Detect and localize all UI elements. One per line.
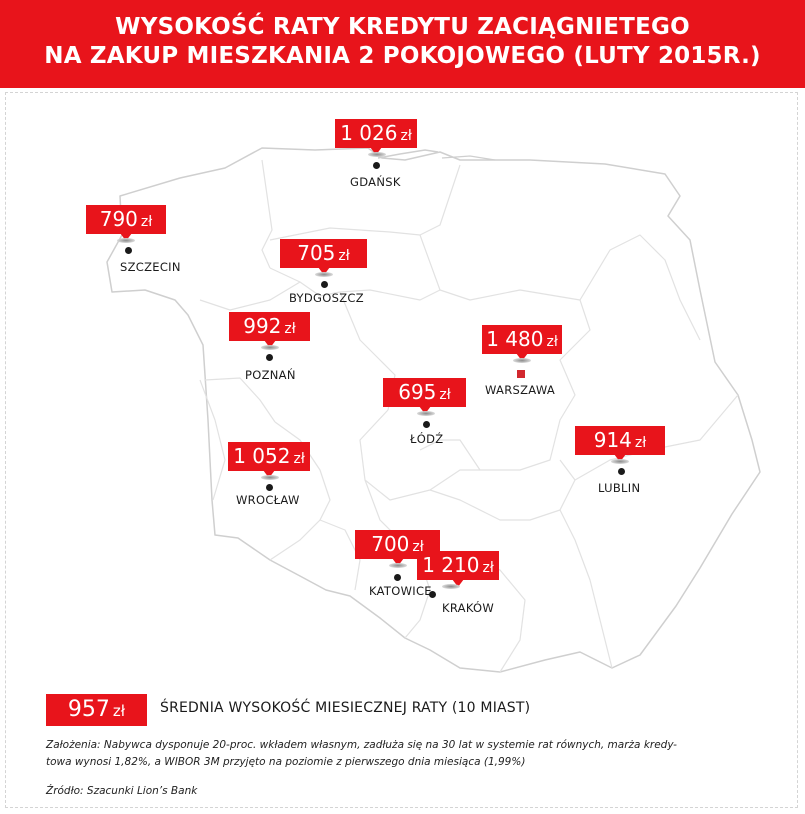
region-border-lodzkie — [359, 409, 480, 501]
price-value-lublin: 914 — [593, 428, 632, 452]
price-tag-lublin: 914 zł — [575, 426, 665, 462]
price-value-szczecin: 790 — [99, 207, 138, 231]
city-dot-katowice — [394, 574, 401, 581]
header-banner: WYSOKOŚĆ RATY KREDYTU ZACIĄGNIETEGO NA Z… — [0, 0, 805, 88]
price-unit-wroclaw: zł — [293, 451, 305, 467]
price-value-lodz: 695 — [398, 380, 437, 404]
capital-marker-warszawa — [517, 370, 525, 378]
region-border-lubuskie — [199, 379, 226, 501]
price-unit-lublin: zł — [634, 435, 647, 451]
city-label-bydgoszcz: BYDGOSZCZ — [289, 291, 364, 305]
city-dot-wroclaw — [266, 484, 273, 491]
price-unit-katowice: zł — [412, 539, 424, 555]
marker-shadow-szczecin — [117, 238, 135, 243]
assumptions-note: Założenia: Nabywca dysponuje 20-proc. wk… — [46, 737, 766, 771]
city-dot-lublin — [618, 468, 625, 475]
price-unit-szczecin: zł — [140, 214, 153, 230]
price-tag-wroclaw: 1 052 zł — [228, 442, 310, 478]
price-tag-krakow: 1 210 zł — [417, 551, 499, 587]
marker-shadow-poznan — [261, 345, 279, 350]
city-label-krakow: KRAKÓW — [442, 601, 495, 615]
city-label-lublin: LUBLIN — [598, 481, 641, 495]
price-tag-poznan: 992 zł — [229, 312, 310, 348]
price-tag-bydgoszcz: 705 zł — [280, 239, 367, 275]
marker-shadow-lodz — [417, 411, 435, 416]
assumptions-line-1: Założenia: Nabywca dysponuje 20-proc. wk… — [46, 739, 677, 751]
price-value-katowice: 700 — [371, 532, 410, 556]
price-tag-lodz: 695 zł — [383, 378, 466, 414]
price-value-wroclaw: 1 052 — [233, 444, 291, 468]
region-border-dolnoslaskie — [269, 421, 331, 561]
price-value-poznan: 992 — [243, 314, 282, 338]
price-unit-krakow: zł — [482, 560, 494, 576]
region-border-east — [579, 234, 701, 341]
region-border-wielkopolskie — [199, 281, 301, 311]
title-line-1: WYSOKOŚĆ RATY KREDYTU ZACIĄGNIETEGO — [115, 14, 690, 40]
price-tag-szczecin: 790 zł — [86, 205, 166, 241]
marker-shadow-katowice — [389, 563, 407, 568]
city-label-gdansk: GDAŃSK — [350, 175, 401, 189]
price-value-krakow: 1 210 — [422, 553, 480, 577]
price-value-gdansk: 1 026 — [340, 121, 398, 145]
content-frame — [5, 92, 798, 808]
vistula-lagoon — [441, 155, 496, 161]
marker-shadow-gdansk — [368, 152, 386, 157]
region-border-podkarpackie — [559, 509, 613, 669]
price-tag-warszawa: 1 480 zł — [482, 325, 562, 361]
region-border-mazowieckie — [419, 289, 591, 471]
region-border-north-west — [261, 159, 273, 269]
average-value-box: 957 zł — [46, 694, 147, 726]
average-unit: zł — [112, 702, 126, 720]
marker-shadow-lublin — [611, 459, 629, 464]
average-label: ŚREDNIA WYSOKOŚĆ MIESIECZNEJ RATY (10 MI… — [160, 700, 531, 716]
city-label-poznan: POZNAŃ — [245, 368, 296, 382]
city-dot-krakow — [429, 591, 436, 598]
price-unit-warszawa: zł — [546, 334, 558, 350]
city-label-warszawa: WARSZAWA — [485, 383, 556, 397]
region-border-west — [204, 377, 276, 423]
marker-shadow-krakow — [442, 584, 460, 589]
price-unit-lodz: zł — [439, 387, 451, 403]
city-label-szczecin: SZCZECIN — [120, 260, 181, 274]
price-value-bydgoszcz: 705 — [297, 241, 336, 265]
hel-peninsula — [377, 149, 439, 159]
marker-shadow-wroclaw — [261, 475, 279, 480]
region-border-opolskie — [319, 519, 361, 591]
assumptions-line-2: towa wynosi 1,82%, a WIBOR 3M przyjęto n… — [46, 756, 526, 768]
marker-shadow-bydgoszcz — [315, 272, 333, 277]
average-value: 957 — [67, 697, 110, 722]
price-unit-gdansk: zł — [400, 128, 412, 144]
city-label-lodz: ŁÓDŹ — [410, 432, 444, 446]
city-dot-bydgoszcz — [321, 281, 328, 288]
marker-shadow-warszawa — [513, 358, 531, 363]
region-border-pomorskie — [269, 164, 461, 241]
city-dot-gdansk — [373, 162, 380, 169]
city-dot-szczecin — [125, 247, 132, 254]
city-dot-lodz — [423, 421, 430, 428]
price-unit-poznan: zł — [284, 321, 296, 337]
price-value-warszawa: 1 480 — [486, 327, 544, 351]
price-unit-bydgoszcz: zł — [338, 248, 350, 264]
city-label-wroclaw: WROCŁAW — [236, 493, 300, 507]
city-dot-poznan — [266, 354, 273, 361]
region-border-kujawskie — [269, 234, 441, 301]
source-note: Źródło: Szacunki Lion’s Bank — [46, 785, 198, 797]
poland-outline — [106, 147, 761, 673]
city-label-katowice: KATOWICE — [369, 584, 432, 598]
price-tag-gdansk: 1 026 zł — [335, 119, 417, 155]
title-line-2: NA ZAKUP MIESZKANIA 2 POKOJOWEGO (LUTY 2… — [44, 43, 761, 69]
